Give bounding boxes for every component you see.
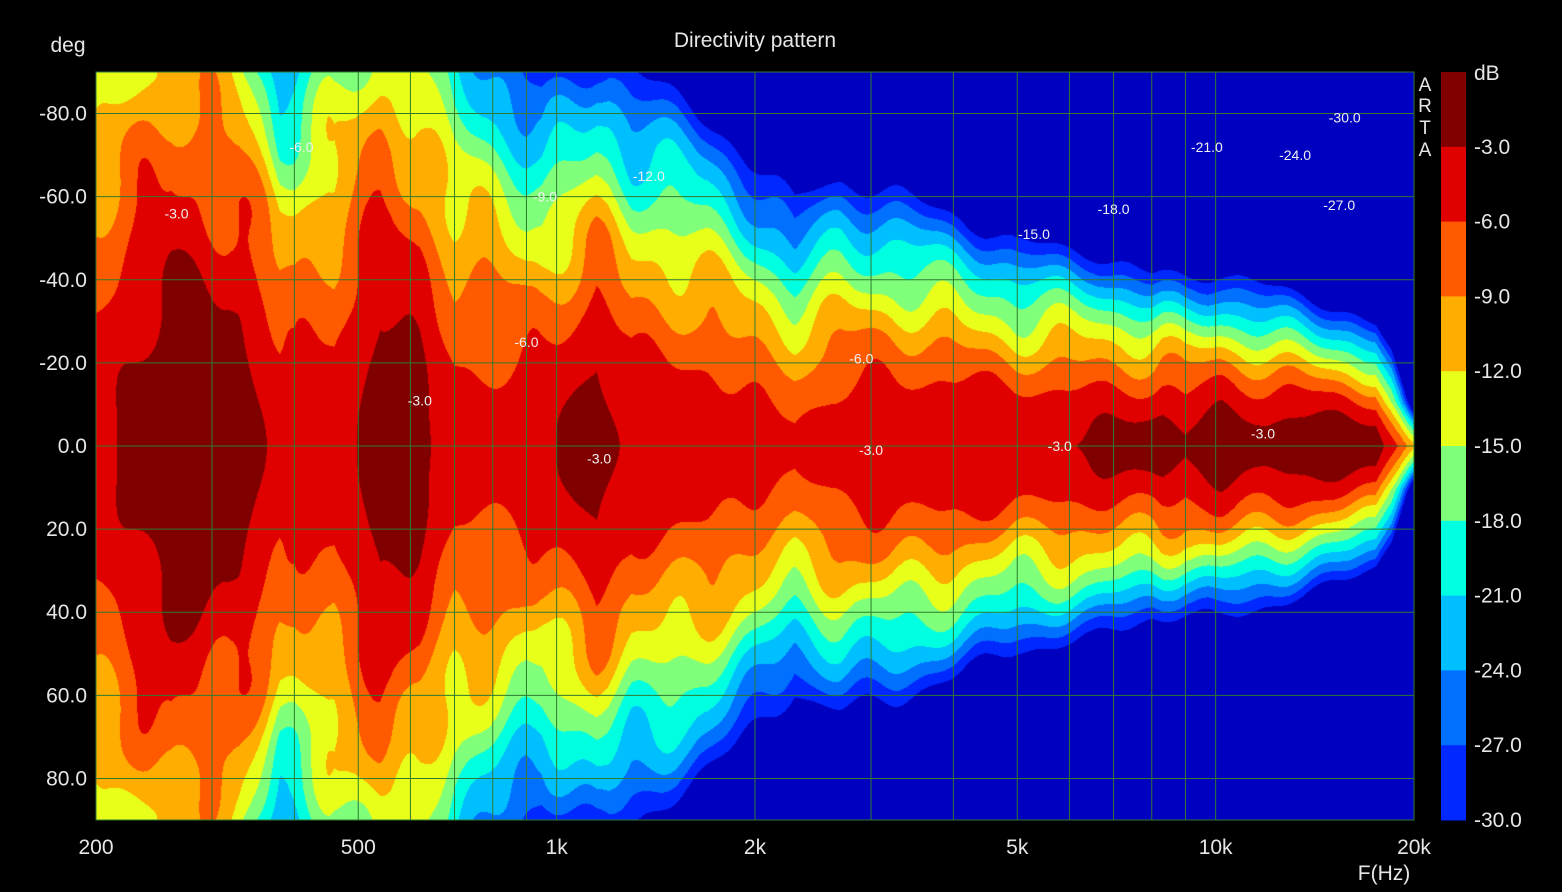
colorbar-segment — [1441, 520, 1466, 597]
colorbar — [1441, 72, 1466, 821]
chart-title: Directivity pattern — [674, 29, 836, 52]
contour-label: -15.0 — [1018, 226, 1050, 242]
contour-label: -12.0 — [633, 168, 665, 184]
y-tick-label: -40.0 — [39, 269, 87, 292]
colorbar-segment — [1441, 595, 1466, 671]
y-tick-label: -20.0 — [39, 352, 87, 375]
x-tick-label: 10k — [1199, 836, 1233, 859]
colorbar-segment — [1441, 670, 1466, 746]
y-axis-label: deg — [50, 34, 85, 57]
colorbar-segment — [1441, 221, 1466, 297]
x-tick-label: 500 — [341, 836, 376, 859]
grid — [96, 72, 1414, 820]
y-tick-label: 40.0 — [46, 601, 87, 624]
colorbar-segment — [1441, 72, 1466, 148]
colorbar-tick-label: -18.0 — [1474, 510, 1522, 533]
x-tick-label: 20k — [1397, 836, 1431, 859]
contour-label: -3.0 — [408, 392, 432, 408]
y-axis-ticks: -80.0 -60.0 -40.0 -20.0 0.0 20.0 40.0 60.0 80.0 — [39, 103, 87, 791]
y-tick-label: -80.0 — [39, 103, 87, 126]
colorbar-tick-label: -24.0 — [1474, 659, 1522, 682]
colorbar-tick-label: -3.0 — [1474, 136, 1510, 159]
contour-label: -3.0 — [1251, 426, 1275, 442]
colorbar-segment — [1441, 446, 1466, 522]
plot-frame — [95, 71, 1415, 821]
colorbar-segment — [1441, 745, 1466, 821]
contour-label: -3.0 — [587, 450, 611, 466]
colorbar-segment — [1441, 146, 1466, 223]
contour-label: -21.0 — [1191, 139, 1223, 155]
brand-letter-a2: A — [1419, 140, 1432, 161]
contour-label: -3.0 — [164, 205, 188, 221]
contour-label: -3.0 — [859, 442, 883, 458]
colorbar-tick-label: -9.0 — [1474, 285, 1510, 308]
colorbar-tick-label: -21.0 — [1474, 585, 1522, 608]
brand-letter-a1: A — [1419, 75, 1432, 96]
colorbar-label: dB — [1474, 62, 1500, 85]
brand-letter-r: R — [1418, 96, 1432, 117]
colorbar-tick-label: -27.0 — [1474, 734, 1522, 757]
y-tick-label: -60.0 — [39, 186, 87, 209]
brand-letter-t: T — [1419, 118, 1431, 139]
contour-label: -9.0 — [533, 189, 557, 205]
contour-label: -18.0 — [1098, 201, 1130, 217]
colorbar-tick-label: -12.0 — [1474, 360, 1522, 383]
contour-label: -27.0 — [1323, 197, 1355, 213]
y-tick-label: 0.0 — [58, 435, 87, 458]
colorbar-tick-label: -6.0 — [1474, 211, 1510, 234]
contour-label: -3.0 — [1048, 438, 1072, 454]
colorbar-ticks: -3.0 -6.0 -9.0 -12.0 -15.0 -18.0 -21.0 -24.0 -27… — [1474, 136, 1522, 832]
x-tick-label: 2k — [744, 836, 767, 859]
colorbar-segment — [1441, 371, 1466, 447]
y-tick-label: 60.0 — [46, 684, 87, 707]
contour-labels: -3.0 -6.0 -3.0 -6.0 -9.0 -12.0 -3.0 -6.0 -3.0 -15… — [164, 110, 1360, 467]
y-tick-label: 80.0 — [46, 767, 87, 790]
colorbar-segment — [1441, 296, 1466, 372]
x-axis-label: F(Hz) — [1358, 862, 1410, 885]
x-tick-label: 200 — [78, 836, 113, 859]
y-tick-label: 20.0 — [46, 518, 87, 541]
x-tick-label: 5k — [1006, 836, 1029, 859]
contour-label: -6.0 — [514, 334, 538, 350]
colorbar-tick-label: -30.0 — [1474, 809, 1522, 832]
contour-label: -30.0 — [1329, 110, 1361, 126]
contour-label: -24.0 — [1279, 147, 1311, 163]
x-axis-ticks: 200 500 1k 2k 5k 10k 20k — [78, 836, 1431, 859]
colorbar-tick-label: -15.0 — [1474, 435, 1522, 458]
contour-label: -6.0 — [849, 351, 873, 367]
contour-label: -6.0 — [289, 139, 313, 155]
x-tick-label: 1k — [546, 836, 569, 859]
